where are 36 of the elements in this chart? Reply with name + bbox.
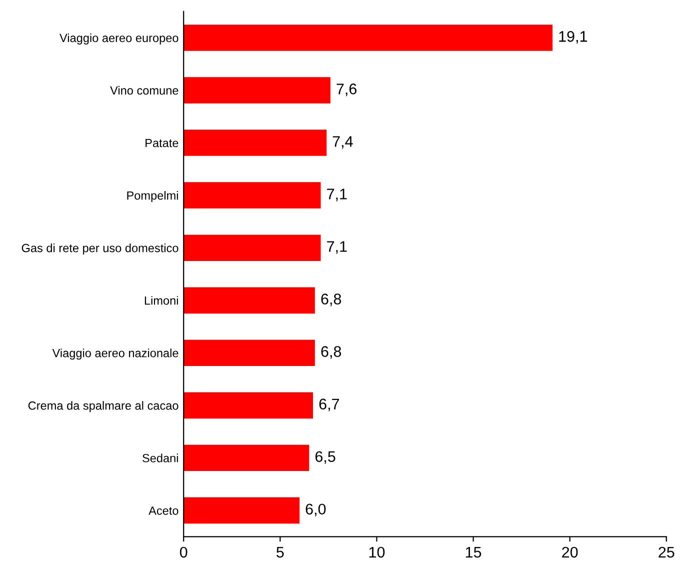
- x-tick-label: 15: [466, 546, 482, 558]
- y-tick-label: Sedani: [142, 454, 178, 462]
- bar: [184, 497, 300, 524]
- y-tick-label: Viaggio aereo nazionale: [52, 348, 178, 360]
- y-tick-label: Aceto: [148, 506, 178, 515]
- bar: [184, 130, 327, 156]
- y-tick-label: Pompelmi: [127, 191, 178, 202]
- bar: [184, 340, 315, 366]
- data-label: 6,5: [315, 451, 336, 464]
- x-tick-label: 20: [562, 546, 578, 558]
- bar: [184, 392, 313, 419]
- bar: [184, 182, 321, 208]
- y-tick-label: Limoni: [144, 296, 178, 305]
- y-tick-label: Patate: [146, 138, 178, 148]
- bar: [184, 77, 330, 104]
- bar: [184, 444, 310, 472]
- data-label: 7,6: [336, 84, 356, 96]
- data-label: 6,7: [319, 398, 340, 412]
- data-label: 6,0: [306, 504, 326, 516]
- data-label: 7,1: [327, 241, 347, 254]
- y-tick-label: Gas di rete per uso domestico: [22, 244, 178, 255]
- data-label: 7,1: [327, 188, 347, 202]
- bar: [184, 234, 321, 261]
- data-label: 7,4: [332, 136, 353, 149]
- x-tick-label: 5: [276, 546, 284, 558]
- y-tick-label: Vino comune: [110, 86, 178, 95]
- x-tick-label: 10: [369, 546, 385, 558]
- data-label: 6,8: [321, 294, 342, 306]
- y-tick-label: Viaggio aereo europeo: [60, 33, 178, 44]
- data-label: 6,8: [321, 346, 342, 359]
- x-tick-label: 0: [180, 546, 188, 558]
- x-tick-label: 25: [658, 546, 674, 558]
- bar: [184, 24, 552, 51]
- y-tick-label: Crema da spalmare al cacao: [28, 401, 178, 412]
- data-label: 19,1: [559, 31, 588, 44]
- bar: [184, 287, 315, 314]
